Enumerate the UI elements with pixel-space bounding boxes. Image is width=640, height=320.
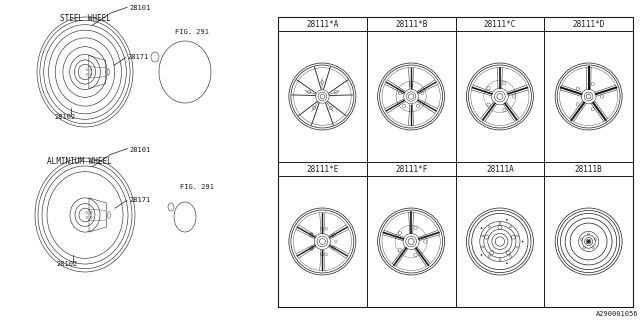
Circle shape — [587, 240, 590, 243]
Text: 28101: 28101 — [129, 5, 150, 11]
Text: 28111*D: 28111*D — [572, 20, 605, 28]
Text: 28102: 28102 — [57, 261, 78, 267]
Text: 28171: 28171 — [129, 197, 150, 203]
Text: 28111*C: 28111*C — [484, 20, 516, 28]
Text: STEEL WHEEL: STEEL WHEEL — [60, 14, 111, 23]
Bar — [278, 17, 633, 307]
Circle shape — [481, 254, 483, 256]
Text: A290001056: A290001056 — [595, 311, 638, 317]
Text: FIG. 291: FIG. 291 — [175, 29, 209, 35]
Text: ALMINIUM WHEEL: ALMINIUM WHEEL — [47, 157, 112, 166]
Text: 28111A: 28111A — [486, 164, 514, 173]
Text: 28111B: 28111B — [575, 164, 602, 173]
Text: 28171: 28171 — [128, 54, 149, 60]
Text: 28111*A: 28111*A — [306, 20, 339, 28]
Text: 28111*E: 28111*E — [306, 164, 339, 173]
Text: 28101: 28101 — [129, 147, 151, 153]
Circle shape — [481, 227, 483, 229]
Circle shape — [522, 241, 524, 242]
Text: 28111*B: 28111*B — [395, 20, 428, 28]
Text: 28102: 28102 — [55, 114, 76, 120]
Circle shape — [506, 262, 508, 264]
Circle shape — [506, 219, 508, 221]
Text: 28111*F: 28111*F — [395, 164, 428, 173]
Text: FIG. 291: FIG. 291 — [180, 184, 214, 190]
